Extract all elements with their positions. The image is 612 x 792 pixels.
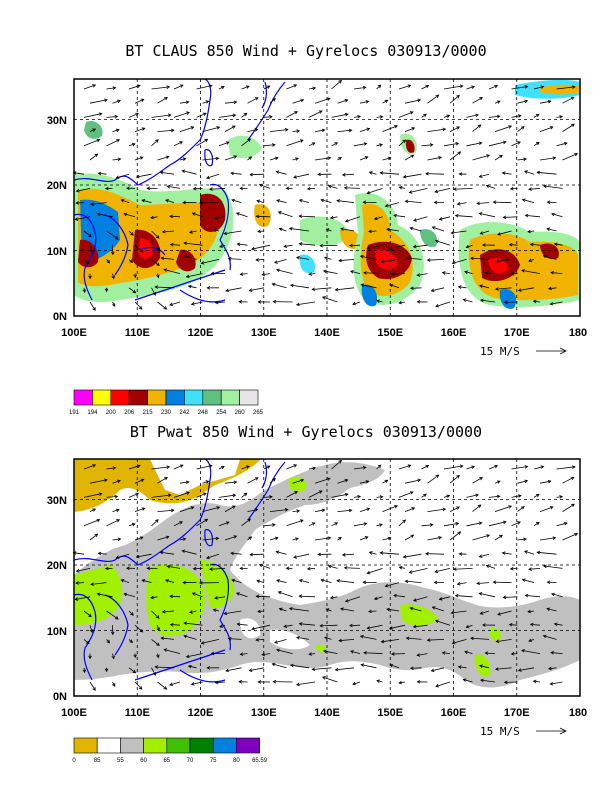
colorbar-label: 215: [143, 410, 154, 416]
colorbar-swatch: [73, 737, 98, 754]
bottom-xtick-label: 160E: [441, 707, 467, 719]
bottom-xtick-label: 110E: [125, 707, 150, 719]
bottom-xtick-label: 120E: [188, 707, 214, 719]
top-colorbar: 191 194 200 206 215 230 242 248 254 260 265: [69, 389, 264, 416]
top-xtick-label: 150E: [377, 327, 403, 339]
bottom-y-axis: 0N 10N 20N 30N: [47, 495, 67, 703]
colorbar-swatch: [202, 389, 222, 406]
colorbar-label: 70: [187, 758, 194, 764]
colorbar-label: 65: [163, 758, 170, 764]
top-xtick-label: 170E: [504, 327, 530, 339]
bottom-plot-frame: [73, 458, 581, 697]
colorbar-swatch: [239, 389, 259, 406]
colorbar-swatch: [166, 737, 191, 754]
top-x-axis: 100E 110E 120E 130E 140E 150E 160E 170E …: [61, 327, 587, 339]
colorbar-label: 265: [253, 410, 264, 416]
bottom-ytick-label: 30N: [47, 495, 67, 507]
colorbar-label: 206: [124, 410, 135, 416]
colorbar-swatch: [212, 737, 237, 754]
bottom-panel-title: BT Pwat 850 Wind + Gyrelocs 030913/0000: [129, 423, 483, 441]
colorbar-swatch: [110, 389, 130, 406]
colorbar-swatch: [143, 737, 168, 754]
bottom-x-axis: 100E 110E 120E 130E 140E 150E 160E 170E …: [61, 707, 587, 719]
bottom-xtick-label: 140E: [314, 707, 340, 719]
bottom-map-panel: 100E 110E 120E 130E 140E 150E 160E 170E …: [47, 458, 587, 764]
colorbar-label: 242: [179, 410, 190, 416]
top-map-panel: 100E 110E 120E 130E 140E 150E 160E 170E …: [47, 78, 587, 416]
top-xtick-label: 100E: [61, 327, 87, 339]
colorbar-label: 194: [87, 410, 98, 416]
colorbar-label: 85: [94, 758, 101, 764]
colorbar-swatch: [220, 389, 240, 406]
top-ytick-label: 0N: [53, 311, 67, 323]
top-xtick-label: 110E: [125, 327, 150, 339]
colorbar-label: 230: [161, 410, 172, 416]
bottom-reference-vector: 15 M/S: [480, 725, 567, 738]
colorbar-label: 191: [69, 410, 80, 416]
colorbar-label: 55: [117, 758, 124, 764]
bottom-xtick-label: 150E: [377, 707, 403, 719]
top-plot-frame: [73, 78, 581, 317]
top-coastlines: [74, 79, 286, 303]
colorbar-label: 0: [72, 758, 76, 764]
top-xtick-label: 140E: [314, 327, 340, 339]
bottom-xtick-label: 100E: [61, 707, 87, 719]
colorbar-label: 75: [210, 758, 217, 764]
top-ytick-label: 20N: [47, 180, 67, 192]
top-xtick-label: 130E: [251, 327, 277, 339]
bottom-coastlines: [74, 459, 286, 683]
colorbar-label: 254: [216, 410, 227, 416]
colorbar-label: 60: [140, 758, 147, 764]
top-xtick-label: 160E: [441, 327, 467, 339]
colorbar-swatch: [96, 737, 121, 754]
colorbar-swatch: [147, 389, 167, 406]
bottom-ref-vector-label: 15 M/S: [480, 725, 520, 738]
colorbar-label: 248: [198, 410, 209, 416]
bottom-ytick-label: 10N: [47, 626, 67, 638]
colorbar-swatch: [73, 389, 93, 406]
colorbar-swatch: [128, 389, 148, 406]
bottom-colorbar: 0 85 55 60 65 70 75 80 65.59: [72, 737, 268, 764]
colorbar-swatch: [120, 737, 144, 754]
bottom-xtick-label: 130E: [251, 707, 277, 719]
colorbar-swatch: [165, 389, 185, 406]
top-wind-vectors: [72, 80, 579, 311]
colorbar-label: 260: [235, 410, 246, 416]
colorbar-label: 80: [233, 758, 240, 764]
colorbar-swatch: [189, 737, 214, 754]
bottom-wind-vectors: [72, 460, 579, 691]
bottom-xtick-label: 170E: [504, 707, 530, 719]
top-y-axis: 0N 10N 20N 30N: [47, 115, 67, 323]
top-panel-title: BT CLAUS 850 Wind + Gyrelocs 030913/0000: [125, 42, 487, 60]
colorbar-swatch: [184, 389, 204, 406]
top-ytick-label: 10N: [47, 246, 67, 258]
top-xtick-label: 180: [569, 327, 587, 339]
top-ytick-label: 30N: [47, 115, 67, 127]
bottom-ytick-label: 20N: [47, 560, 67, 572]
bottom-ytick-label: 0N: [53, 691, 67, 703]
bottom-xtick-label: 180: [569, 707, 587, 719]
top-xtick-label: 120E: [188, 327, 214, 339]
top-ref-vector-label: 15 M/S: [480, 345, 520, 358]
colorbar-label: 200: [106, 410, 117, 416]
colorbar-swatch: [92, 389, 112, 406]
colorbar-label: 65.59: [252, 758, 268, 764]
top-reference-vector: 15 M/S: [480, 345, 567, 358]
colorbar-swatch: [236, 737, 260, 754]
